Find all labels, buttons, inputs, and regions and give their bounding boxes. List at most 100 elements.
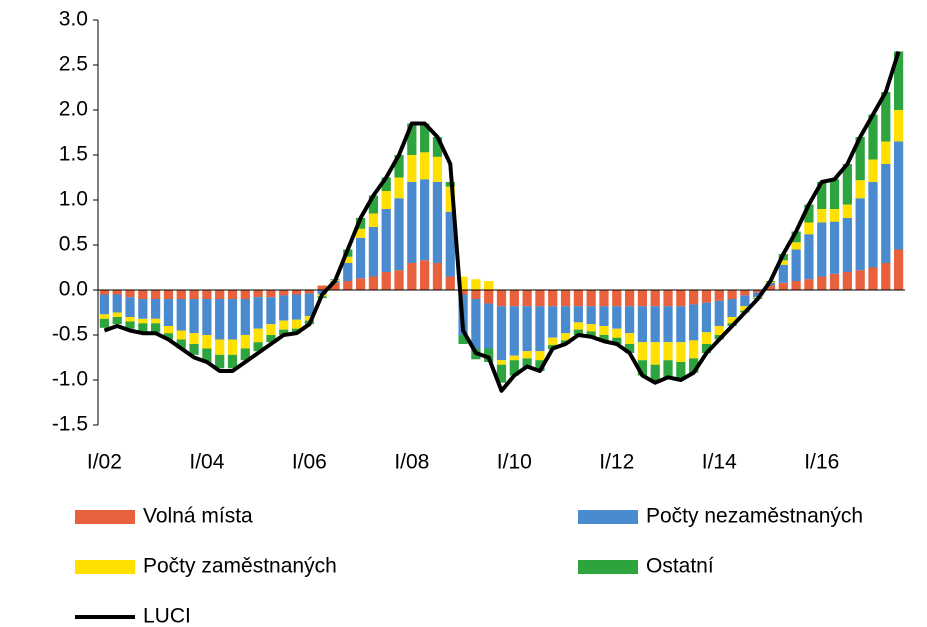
bar (701, 332, 712, 344)
bar (445, 186, 455, 212)
bar (624, 344, 635, 353)
bar (689, 358, 699, 373)
bar (266, 297, 276, 325)
bar (522, 290, 532, 307)
bar (215, 354, 225, 369)
bar (778, 282, 788, 290)
bar (202, 299, 212, 335)
bar (432, 156, 443, 182)
bar (676, 362, 686, 380)
bar (868, 159, 878, 182)
bar (650, 364, 660, 383)
bar (804, 222, 814, 235)
bar (522, 306, 532, 352)
bar (509, 290, 519, 307)
bar (599, 306, 609, 326)
bar (394, 270, 404, 290)
bar (189, 299, 199, 334)
bar (881, 92, 891, 142)
bar (279, 329, 289, 335)
bar (599, 326, 609, 335)
legend-label: LUCI (143, 605, 191, 627)
bar (407, 123, 417, 155)
bar (138, 318, 148, 324)
y-tick-label: 3.0 (59, 8, 88, 31)
bar (881, 164, 891, 263)
bar (432, 182, 443, 263)
y-tick-label: 0.0 (59, 278, 88, 301)
bar (381, 272, 391, 290)
bar (240, 299, 250, 335)
bar (637, 306, 648, 343)
bar (445, 211, 455, 277)
bar (189, 290, 199, 299)
bar (163, 326, 174, 334)
bar (701, 344, 712, 353)
x-tick-label: I/12 (599, 451, 634, 474)
legend-swatch (578, 560, 638, 574)
bar (689, 290, 699, 305)
bar (355, 218, 366, 229)
y-tick-label: 1.0 (59, 188, 88, 211)
y-tick-label: 1.5 (59, 143, 88, 166)
x-tick-label: I/16 (804, 451, 839, 474)
bar (586, 331, 596, 337)
bar (420, 179, 430, 261)
bar (496, 364, 507, 383)
bar (727, 317, 737, 324)
bar (291, 290, 302, 295)
bar (432, 137, 443, 157)
bar (548, 290, 558, 307)
bar (689, 304, 699, 341)
x-tick-label: I/14 (702, 451, 737, 474)
bar (266, 290, 276, 298)
bar (650, 306, 660, 343)
bar (215, 339, 225, 355)
bar (227, 299, 238, 340)
bar (394, 155, 404, 178)
bar (753, 290, 763, 293)
bar (484, 303, 494, 349)
bar (407, 155, 417, 182)
bar (484, 290, 494, 304)
bar (535, 306, 545, 352)
bar (420, 152, 430, 180)
bar (676, 306, 686, 343)
bar (112, 290, 122, 295)
bar (151, 290, 161, 299)
bar (535, 360, 545, 371)
bar (458, 290, 468, 295)
bar (612, 290, 622, 307)
x-tick-label: I/10 (497, 451, 532, 474)
bar (509, 306, 519, 356)
bar (368, 227, 379, 277)
bar (407, 182, 417, 263)
bar (151, 323, 161, 333)
y-tick-label: 2.0 (59, 98, 88, 121)
bar (151, 318, 161, 324)
bar (650, 290, 660, 307)
bar (612, 306, 622, 329)
bar (765, 285, 776, 290)
bar (381, 209, 391, 272)
bar (330, 282, 340, 290)
bar (253, 297, 263, 329)
bar (368, 276, 379, 290)
bar (663, 306, 673, 343)
bar (791, 231, 801, 243)
bar (343, 281, 353, 290)
bar (368, 213, 379, 227)
bar (868, 114, 878, 160)
bar (560, 333, 571, 341)
bar (304, 293, 314, 317)
bar (624, 306, 635, 334)
legend-label: Počty zaměstnaných (143, 555, 337, 578)
bar (458, 335, 468, 344)
bar (125, 317, 135, 322)
bar (599, 290, 609, 307)
bar (445, 276, 455, 290)
bar (509, 355, 519, 361)
bar (842, 164, 852, 205)
bar (240, 348, 250, 361)
